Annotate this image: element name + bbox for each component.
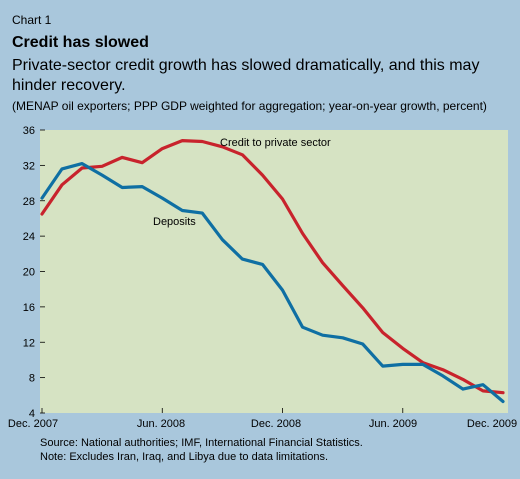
chart-title: Credit has slowed — [12, 34, 149, 51]
x-tick-label: Dec. 2009 — [467, 418, 517, 430]
series-label-deposits: Deposits — [153, 216, 196, 228]
credit-to-private-sector-line — [40, 139, 505, 395]
y-tick-label: 8 — [29, 373, 35, 385]
y-tick-label: 12 — [23, 337, 35, 349]
x-tick-label: Jun. 2009 — [369, 418, 417, 430]
chart-note: (MENAP oil exporters; PPP GDP weighted f… — [12, 99, 487, 113]
x-tick-label: Dec. 2008 — [251, 418, 301, 430]
series-lines — [40, 139, 505, 404]
series-label-credit: Credit to private sector — [220, 137, 331, 149]
y-tick-label: 16 — [23, 302, 35, 314]
source-text: Source: National authorities; IMF, Inter… — [40, 437, 363, 449]
y-tick-label: 28 — [23, 196, 35, 208]
deposits-line — [40, 162, 505, 404]
footer-note: Note: Excludes Iran, Iraq, and Libya due… — [40, 451, 328, 463]
y-tick-label: 4 — [29, 408, 35, 420]
chart-number: Chart 1 — [12, 13, 52, 27]
y-tick-label: 20 — [23, 267, 35, 279]
y-tick-label: 36 — [23, 125, 35, 137]
y-tick-label: 32 — [23, 160, 35, 172]
chart-subtitle: Private-sector credit growth has slowed … — [12, 57, 480, 94]
y-tick-label: 24 — [23, 231, 35, 243]
y-axis: 4 8 12 16 20 24 28 32 36 — [23, 125, 45, 420]
x-tick-label: Dec. 2007 — [8, 418, 58, 430]
x-tick-label: Jun. 2008 — [137, 418, 185, 430]
footer: Source: National authorities; IMF, Inter… — [40, 436, 363, 464]
x-axis: Dec. 2007 Jun. 2008 Dec. 2008 Jun. 2009 Dec.… — [8, 408, 517, 430]
plot-area — [40, 130, 508, 413]
